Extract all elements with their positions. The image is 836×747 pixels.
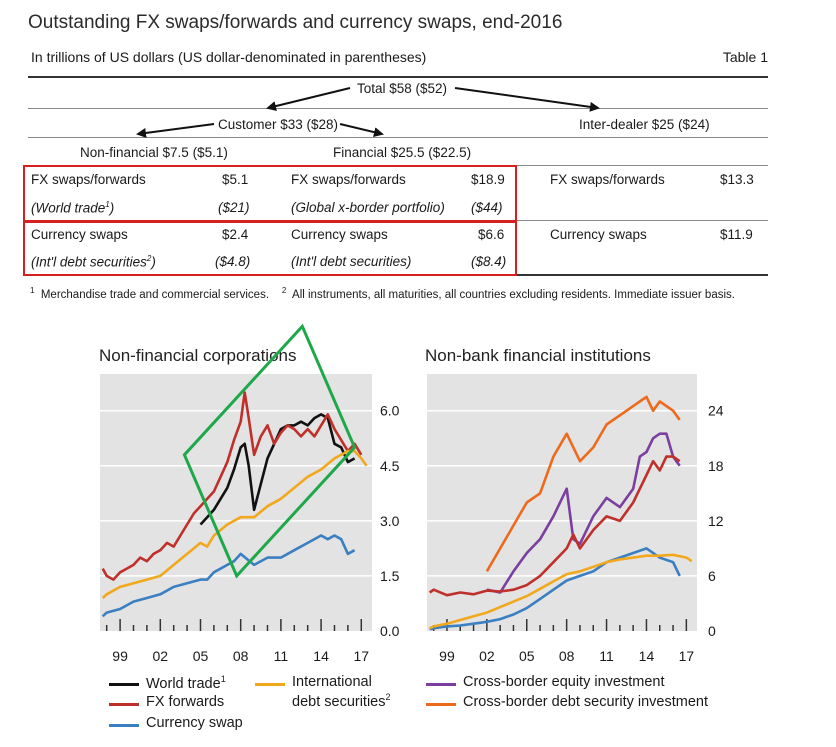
arrow-customer-nonfinancial bbox=[136, 123, 215, 138]
f-fx-label: FX swaps/forwards bbox=[291, 172, 406, 187]
y-tick-label: 6.0 bbox=[380, 403, 400, 419]
arrow-total-customer bbox=[266, 87, 351, 111]
plot-area bbox=[427, 374, 697, 631]
tree-arrows bbox=[136, 87, 600, 138]
highlight-box-green bbox=[182, 323, 357, 579]
x-tick-label: 08 bbox=[559, 648, 575, 664]
id-fx-value: $13.3 bbox=[720, 172, 754, 187]
legend-swatch-debt-security bbox=[426, 703, 456, 706]
x-tick-label: 17 bbox=[353, 648, 369, 664]
table-number: Table 1 bbox=[722, 49, 768, 65]
legend-intl-debt-line2: debt securities2 bbox=[292, 692, 391, 710]
tree-total: Total $58 ($52) bbox=[357, 81, 448, 96]
series-line-currency_swap bbox=[101, 534, 356, 618]
y-tick-label: 18 bbox=[708, 458, 724, 474]
nf-debt-value: ($4.8) bbox=[215, 254, 251, 269]
highlight-box-swaps bbox=[23, 220, 517, 276]
series-line-currency_swap bbox=[429, 547, 681, 631]
x-tick-label: 99 bbox=[112, 648, 128, 664]
series-line-intl_debt bbox=[429, 553, 693, 630]
y-tick-label: 24 bbox=[708, 403, 724, 419]
table-rule bbox=[28, 137, 768, 138]
f-debt-value: ($8.4) bbox=[471, 254, 507, 269]
series-line-fx_forwards bbox=[428, 455, 681, 597]
footnotes: 1 Merchandise trade and commercial servi… bbox=[30, 286, 735, 301]
nf-fx-value: $5.1 bbox=[222, 172, 249, 187]
x-tick-label: 17 bbox=[679, 648, 695, 664]
nf-cs-label: Currency swaps bbox=[31, 227, 128, 242]
y-tick-label: 0 bbox=[708, 623, 716, 639]
series-line-fx_forwards bbox=[101, 391, 363, 581]
series-line-intl_debt bbox=[101, 449, 368, 599]
chart-panel-0: 0.0 1.5 3.0 4.5 6.0 99 02 05 08 11 14 17 bbox=[100, 323, 400, 664]
id-cs-label: Currency swaps bbox=[550, 227, 647, 242]
f-port-value: ($44) bbox=[471, 200, 503, 215]
series-line-debt_security bbox=[485, 395, 681, 572]
legend-swatch-world-trade bbox=[109, 683, 139, 686]
x-tick-label: 08 bbox=[233, 648, 249, 664]
x-tick-label: 99 bbox=[439, 648, 455, 664]
y-tick-label: 12 bbox=[708, 513, 724, 529]
y-tick-label: 3.0 bbox=[380, 513, 400, 529]
x-tick-label: 11 bbox=[274, 648, 289, 664]
f-port-label: (Global x-border portfolio) bbox=[291, 200, 445, 215]
page-title: Outstanding FX swaps/forwards and curren… bbox=[28, 12, 563, 33]
legend-currency-swap: Currency swap bbox=[146, 715, 243, 731]
f-cs-value: $6.6 bbox=[478, 227, 505, 242]
plot-area bbox=[100, 374, 372, 631]
f-cs-label: Currency swaps bbox=[291, 227, 388, 242]
x-tick-label: 14 bbox=[639, 648, 655, 664]
nf-trade-label: (World trade1) bbox=[31, 200, 115, 216]
chart-panel-1: 0 6 12 18 24 99 02 05 08 11 14 17 bbox=[427, 374, 724, 664]
nf-fx-label: FX swaps/forwards bbox=[31, 172, 146, 187]
legend-swatch-fx-forwards bbox=[109, 703, 139, 706]
x-tick-label: 11 bbox=[599, 648, 614, 664]
y-tick-label: 0.0 bbox=[380, 623, 400, 639]
legend-fx-forwards: FX forwards bbox=[146, 694, 225, 710]
highlight-box-fx bbox=[23, 165, 517, 223]
series-line-equity bbox=[486, 432, 681, 594]
x-tick-label: 14 bbox=[313, 648, 329, 664]
tree-inter-dealer: Inter-dealer $25 ($24) bbox=[579, 117, 710, 132]
legend-swatch-currency-swap bbox=[109, 724, 139, 727]
x-tick-label: 02 bbox=[153, 648, 169, 664]
y-tick-label: 1.5 bbox=[380, 568, 400, 584]
tree-financial: Financial $25.5 ($22.5) bbox=[333, 145, 472, 160]
table-top-rule bbox=[28, 76, 768, 78]
legend-swatch-intl-debt bbox=[255, 683, 285, 686]
x-tick-label: 05 bbox=[519, 648, 535, 664]
id-cs-value: $11.9 bbox=[720, 227, 753, 242]
legend-swatch-equity bbox=[426, 683, 456, 686]
legend-debt-security: Cross-border debt security investment bbox=[463, 694, 708, 710]
legend-intl-debt-line1: International bbox=[292, 674, 372, 690]
arrow-customer-financial bbox=[339, 123, 384, 138]
table-subtitle: In trillions of US dollars (US dollar-de… bbox=[31, 49, 427, 65]
x-tick-label: 02 bbox=[479, 648, 495, 664]
y-tick-label: 6 bbox=[708, 568, 716, 584]
legend-world-trade: World trade1 bbox=[146, 674, 226, 692]
id-fx-label: FX swaps/forwards bbox=[550, 172, 665, 187]
tree-customer: Customer $33 ($28) bbox=[218, 117, 339, 132]
chart-title-right: Non-bank financial institutions bbox=[425, 346, 651, 365]
tree-non-financial: Non-financial $7.5 ($5.1) bbox=[80, 145, 228, 160]
f-debt-label: (Int'l debt securities) bbox=[291, 254, 412, 269]
arrow-total-interdealer bbox=[454, 87, 600, 112]
table-rule bbox=[28, 108, 768, 109]
y-tick-label: 4.5 bbox=[380, 458, 400, 474]
legend-equity: Cross-border equity investment bbox=[463, 674, 665, 690]
x-tick-label: 05 bbox=[193, 648, 209, 664]
nf-trade-value: ($21) bbox=[218, 200, 250, 215]
nf-cs-value: $2.4 bbox=[222, 227, 249, 242]
f-fx-value: $18.9 bbox=[471, 172, 505, 187]
chart-title-left: Non-financial corporations bbox=[99, 346, 297, 365]
nf-debt-label: (Int'l debt securities2) bbox=[31, 254, 156, 270]
